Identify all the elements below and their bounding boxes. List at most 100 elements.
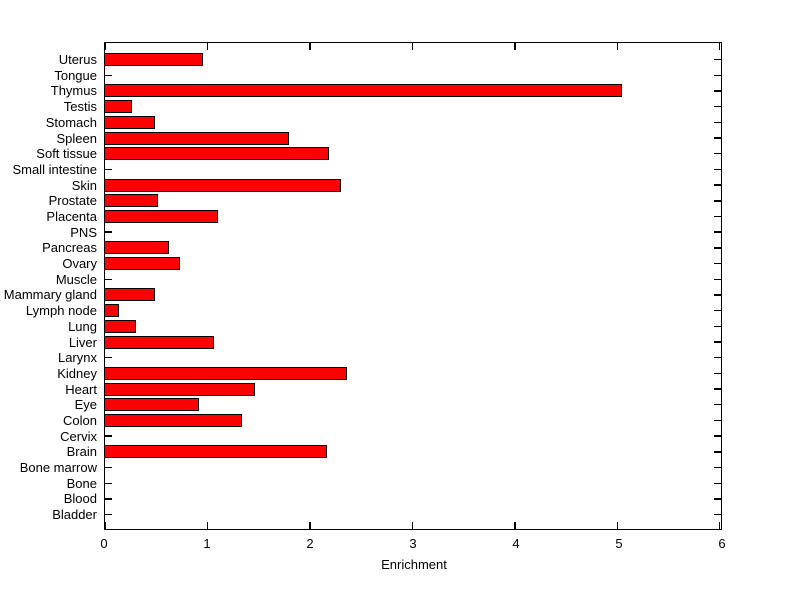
bar-placenta xyxy=(105,210,218,223)
y-tick-label-small-intestine: Small intestine xyxy=(12,161,97,177)
bar-skin xyxy=(105,178,341,192)
y-tick-right xyxy=(714,513,721,516)
y-tick-label-bladder: Bladder xyxy=(52,507,97,523)
x-axis-title: Enrichment xyxy=(381,557,447,572)
y-tick-left xyxy=(105,498,112,500)
y-tick-label-soft-tissue: Soft tissue xyxy=(36,146,97,162)
y-tick-right xyxy=(714,137,721,139)
x-tick-bottom xyxy=(514,522,516,529)
y-axis-labels: Uterus Tongue Thymus Testis Stomach Spleen Sof… xyxy=(0,42,104,530)
x-tick-top xyxy=(718,43,721,50)
x-tick-bottom xyxy=(616,522,619,529)
y-tick-label-kidney: Kidney xyxy=(57,365,97,381)
bar-spleen xyxy=(105,131,289,145)
y-tick-label-pns: PNS xyxy=(70,224,97,240)
y-tick-right xyxy=(714,309,721,312)
y-tick-right xyxy=(714,153,721,155)
x-tick-bottom xyxy=(718,522,721,529)
y-tick-label-thymus: Thymus xyxy=(50,83,97,99)
y-tick-right xyxy=(714,262,721,265)
y-tick-label-colon: Colon xyxy=(63,412,97,428)
y-tick-right xyxy=(714,325,721,328)
y-tick-left xyxy=(105,435,112,437)
y-tick-right xyxy=(714,482,721,484)
bar-ovary xyxy=(105,257,180,271)
y-tick-right xyxy=(714,372,721,375)
y-tick-right xyxy=(714,58,721,61)
y-tick-right xyxy=(714,466,721,469)
bar-mammary-gland xyxy=(105,288,156,302)
y-tick-label-cervix: Cervix xyxy=(60,428,97,444)
x-tick-top xyxy=(206,43,209,50)
y-tick-label-liver: Liver xyxy=(68,334,97,350)
x-tick-label-5: 5 xyxy=(615,536,623,551)
y-tick-right xyxy=(714,498,721,500)
y-tick-label-prostate: Prostate xyxy=(48,193,97,209)
x-tick-label-3: 3 xyxy=(409,536,417,551)
y-tick-left xyxy=(105,513,112,516)
y-tick-right xyxy=(714,215,721,218)
x-tick-top xyxy=(309,43,311,50)
y-tick-right xyxy=(714,388,721,390)
x-tick-top xyxy=(616,43,619,50)
y-tick-label-stomach: Stomach xyxy=(45,114,97,130)
bar-heart xyxy=(105,382,255,396)
y-tick-label-pancreas: Pancreas xyxy=(42,240,97,256)
bar-pancreas xyxy=(105,241,169,255)
x-tick-bottom xyxy=(206,522,209,529)
y-tick-left xyxy=(105,168,112,171)
x-tick-bottom xyxy=(411,522,414,529)
y-tick-label-lung: Lung xyxy=(68,318,97,334)
bar-uterus xyxy=(105,53,204,67)
y-tick-right xyxy=(714,435,721,437)
y-tick-right xyxy=(714,247,721,249)
y-tick-label-larynx: Larynx xyxy=(57,350,97,366)
y-tick-left xyxy=(105,357,112,359)
y-tick-left xyxy=(105,482,112,484)
bar-kidney xyxy=(105,366,347,380)
y-tick-label-muscle: Muscle xyxy=(55,271,97,287)
y-tick-label-spleen: Spleen xyxy=(56,130,97,146)
y-tick-right xyxy=(714,121,721,124)
y-tick-label-brain: Brain xyxy=(66,444,97,460)
y-tick-label-mammary-gland: Mammary gland xyxy=(3,287,97,303)
x-axis-tick-labels: 0 1 2 3 4 5 6 xyxy=(100,536,725,552)
y-tick-label-eye: Eye xyxy=(74,397,97,413)
y-tick-right xyxy=(714,278,721,280)
bar-liver xyxy=(105,335,214,349)
bar-eye xyxy=(105,398,200,412)
y-tick-left xyxy=(105,278,112,280)
y-tick-left xyxy=(105,74,112,76)
y-tick-label-uterus: Uterus xyxy=(58,52,97,68)
y-tick-label-bone: Bone xyxy=(66,475,97,491)
bar-testis xyxy=(105,100,132,114)
bar-thymus xyxy=(105,84,622,98)
y-tick-right xyxy=(714,74,721,76)
bar-lung xyxy=(105,319,136,333)
y-tick-label-ovary: Ovary xyxy=(62,256,97,272)
y-tick-right xyxy=(714,90,721,92)
y-tick-right xyxy=(714,200,721,202)
y-tick-left xyxy=(105,231,112,233)
y-tick-label-bone-marrow: Bone marrow xyxy=(19,460,97,476)
y-tick-label-blood: Blood xyxy=(63,491,97,507)
x-tick-label-6: 6 xyxy=(718,536,726,551)
plot-area xyxy=(104,42,722,530)
bar-stomach xyxy=(105,115,156,129)
y-tick-right xyxy=(714,184,721,186)
x-tick-top xyxy=(105,43,107,50)
bar-colon xyxy=(105,413,243,427)
y-tick-left xyxy=(105,466,112,469)
y-tick-label-placenta: Placenta xyxy=(46,209,97,224)
x-tick-label-1: 1 xyxy=(203,536,211,551)
y-tick-right xyxy=(714,451,721,453)
y-tick-label-heart: Heart xyxy=(65,381,97,397)
y-tick-right xyxy=(714,404,721,406)
bar-prostate xyxy=(105,194,159,208)
bar-soft-tissue xyxy=(105,147,329,161)
y-tick-label-skin: Skin xyxy=(71,177,97,193)
x-tick-label-4: 4 xyxy=(512,536,520,551)
x-tick-top xyxy=(514,43,516,50)
x-tick-label-0: 0 xyxy=(100,536,108,551)
